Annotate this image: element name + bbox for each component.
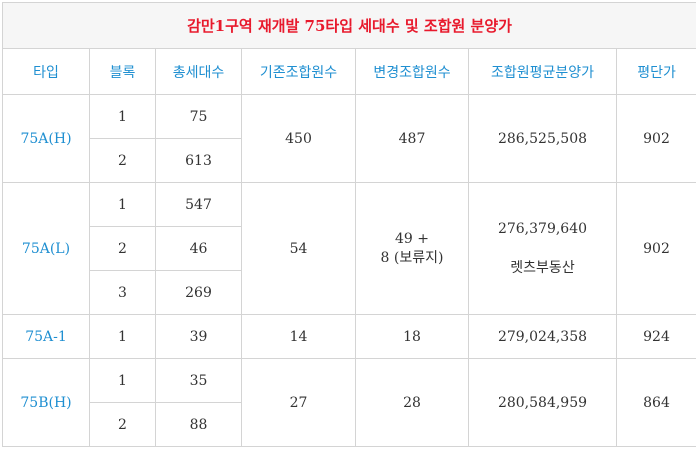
table-row: 75B(H) 1 35 27 28 280,584,959 864	[2, 358, 696, 447]
block-cell: 1	[89, 358, 156, 403]
units-cell: 46	[155, 226, 242, 271]
table-row: 2 46	[3, 226, 697, 271]
type-cell: 75A(H)	[2, 94, 90, 183]
changed-cell: 18	[355, 314, 469, 359]
header-type: 타입	[2, 48, 90, 95]
type-cell: 75A(L)	[2, 182, 90, 315]
header-existing-members: 기존조합원수	[241, 48, 356, 95]
table-row: 2 613	[3, 138, 697, 183]
table-row: 75A-1 1 39 14 18 279,024,358 924	[2, 314, 696, 359]
changed-line-2: 8 (보류지)	[380, 249, 444, 266]
spacer	[469, 237, 616, 257]
avg-price-value: 276,379,640	[497, 220, 588, 237]
header-price-per-pyeong: 평단가	[615, 48, 696, 95]
block-cell: 2	[89, 226, 156, 271]
block-cell: 2	[89, 138, 156, 183]
units-cell: 35	[155, 358, 242, 403]
watermark-note: 렛츠부동산	[510, 259, 575, 276]
ppp-cell: 902	[615, 94, 696, 183]
changed-line-1: 49 +	[395, 230, 429, 247]
table-row: 75A(H) 1 75 450 487 286,525,508 902	[2, 94, 696, 183]
ppp-cell: 902	[615, 182, 696, 315]
avg-price-cell: 276,379,640 렛츠부동산	[468, 182, 617, 315]
header-avg-price: 조합원평균분양가	[468, 48, 617, 95]
header-block: 블록	[89, 48, 156, 95]
changed-cell: 49 + 8 (보류지)	[355, 182, 469, 315]
table-row: 3 269	[3, 270, 697, 315]
units-cell: 613	[155, 138, 242, 183]
block-cell: 2	[89, 402, 156, 447]
ppp-cell: 864	[615, 358, 696, 447]
changed-cell: 487	[355, 94, 469, 183]
header-total-units: 총세대수	[155, 48, 242, 95]
units-cell: 75	[155, 94, 242, 139]
existing-cell: 450	[241, 94, 356, 183]
block-cell: 3	[89, 270, 156, 315]
units-cell: 39	[155, 314, 242, 359]
type-cell: 75A-1	[2, 314, 90, 359]
type-cell: 75B(H)	[2, 358, 90, 447]
existing-cell: 14	[241, 314, 356, 359]
changed-cell: 28	[355, 358, 469, 447]
units-cell: 88	[155, 402, 242, 447]
ppp-cell: 924	[615, 314, 696, 359]
avg-price-cell: 280,584,959	[468, 358, 617, 447]
units-cell: 547	[155, 182, 242, 227]
block-cell: 1	[89, 94, 156, 139]
price-table: 감만1구역 재개발 75타입 세대수 및 조합원 분양가 타입 블록 총세대수 …	[2, 2, 696, 447]
units-cell: 269	[155, 270, 242, 315]
block-cell: 1	[89, 182, 156, 227]
avg-price-cell: 279,024,358	[468, 314, 617, 359]
existing-cell: 54	[241, 182, 356, 315]
avg-price-cell: 286,525,508	[468, 94, 617, 183]
table-title: 감만1구역 재개발 75타입 세대수 및 조합원 분양가	[2, 2, 696, 49]
table-row: 75A(L) 1 547 54 49 + 8 (보류지) 276,379,640…	[2, 182, 696, 315]
existing-cell: 27	[241, 358, 356, 447]
title-row: 감만1구역 재개발 75타입 세대수 및 조합원 분양가	[2, 2, 696, 49]
block-cell: 1	[89, 314, 156, 359]
header-changed-members: 변경조합원수	[355, 48, 469, 95]
table-row: 2 88	[3, 402, 697, 447]
header-row: 타입 블록 총세대수 기존조합원수 변경조합원수 조합원평균분양가 평단가	[2, 48, 696, 95]
